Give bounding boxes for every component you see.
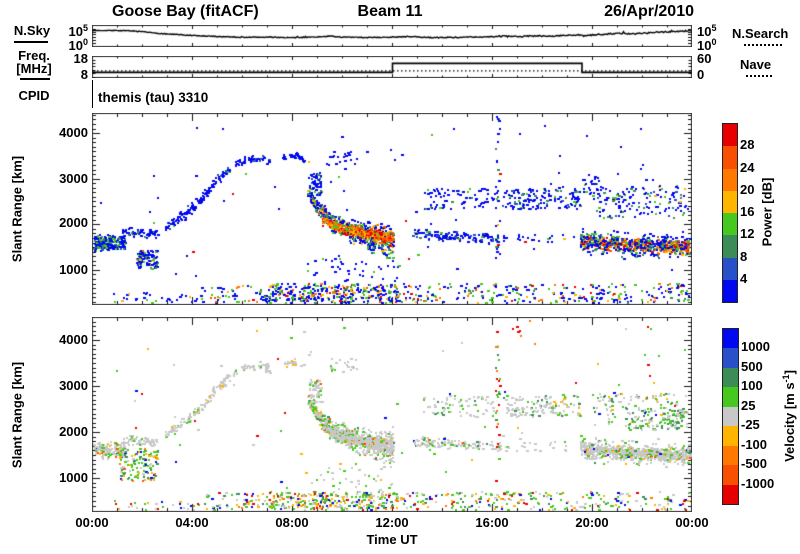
time-tick-0800: 08:00: [275, 515, 309, 530]
power-range-tick-2000: 2000: [59, 215, 88, 230]
velocity-colorbar-title-wrap: Velocity [m s-1]: [779, 328, 799, 503]
date-label: 26/Apr/2010: [604, 3, 694, 20]
velocity-colorbar-segment: [723, 348, 738, 368]
nsearch-axis-top-label: 105: [697, 23, 717, 39]
velocity-colorbar-segment: [723, 426, 738, 446]
power-range-tick-4000: 4000: [59, 125, 88, 140]
power-range-tick-3000: 3000: [59, 171, 88, 186]
cpid-tick-line: [92, 80, 93, 108]
velocity-colorbar-label: 25: [741, 397, 756, 413]
nsky-plot-canvas: [92, 25, 692, 47]
power-colorbar-title-wrap: Power [dB]: [756, 123, 778, 301]
power-colorbar-segment: [723, 279, 737, 302]
velocity-range-tick-1000: 1000: [59, 470, 88, 485]
power-colorbar-label: 16: [740, 204, 755, 219]
velocity-colorbar-segment: [723, 406, 738, 427]
power-colorbar-segment: [723, 257, 737, 280]
power-colorbar: [722, 123, 738, 303]
velocity-colorbar-segment: [723, 387, 738, 407]
nsky-axis-bottom-label: 100: [68, 37, 88, 53]
cpid-label: CPID: [18, 88, 50, 103]
nsky-legend-label: N.Sky: [13, 23, 51, 38]
cpid-value: themis (tau) 3310: [98, 90, 209, 105]
velocity-colorbar-title: Velocity [m s-1]: [781, 369, 797, 462]
velocity-colorbar-segment: [723, 367, 738, 388]
nsky-axis-top-label: 105: [68, 23, 88, 39]
velocity-yaxis-title: Slant Range [km]: [9, 361, 25, 468]
velocity-colorbar-label: 500: [741, 358, 763, 374]
velocity-colorbar-segment: [723, 329, 738, 349]
velocity-colorbar-label: -1000: [741, 475, 775, 491]
nave-axis-top-label: 60: [697, 51, 712, 66]
nave-dotted-line-sample: [746, 75, 772, 77]
power-yaxis-title: Slant Range [km]: [9, 155, 25, 263]
time-tick-2000: 20:00: [575, 515, 609, 530]
power-colorbar-label: 24: [740, 159, 755, 175]
velocity-range-tick-4000: 4000: [59, 332, 88, 347]
nsearch-dotted-line-sample: [744, 44, 782, 46]
power-colorbar-label: 12: [740, 226, 755, 242]
freq-plot-canvas: [92, 56, 692, 78]
power-range-tick-1000: 1000: [59, 262, 88, 277]
power-colorbar-label: 8: [740, 248, 748, 264]
power-colorbar-segment: [723, 235, 737, 258]
power-colorbar-segment: [723, 146, 737, 169]
beam-label: Beam 11: [357, 3, 423, 20]
power-colorbar-segment: [723, 124, 737, 147]
power-plot-canvas: [92, 113, 692, 305]
freq-axis-bottom-label: 8: [80, 67, 88, 82]
power-colorbar-label: 20: [740, 181, 755, 197]
velocity-range-tick-2000: 2000: [59, 424, 88, 439]
page-title: Goose Bay (fitACF): [112, 3, 259, 20]
velocity-plot-canvas: [92, 317, 692, 512]
velocity-colorbar-segment: [723, 484, 738, 504]
time-tick-1200: 12:00: [375, 515, 409, 530]
nave-axis-bottom-label: 0: [697, 67, 705, 82]
nsearch-axis-bottom-label: 100: [697, 37, 717, 53]
time-tick-0000a: 00:00: [75, 515, 109, 530]
nsearch-legend-label: N.Search: [732, 26, 789, 41]
nsky-solid-line-sample: [14, 41, 48, 43]
time-tick-0000b: 00:00: [675, 515, 709, 530]
velocity-colorbar-label: 100: [741, 378, 763, 394]
power-colorbar-label: 28: [740, 137, 755, 153]
velocity-colorbar: [722, 328, 739, 505]
freq-solid-line-sample: [20, 78, 50, 80]
freq-axis-top-label: 18: [73, 51, 88, 66]
power-colorbar-title: Power [dB]: [759, 177, 775, 247]
velocity-colorbar-label: 1000: [741, 339, 770, 355]
velocity-colorbar-label: -500: [741, 456, 768, 472]
velocity-colorbar-segment: [723, 465, 738, 485]
velocity-colorbar-label: -100: [741, 436, 768, 452]
freq-label-line1: Freq.: [18, 48, 50, 63]
power-colorbar-label: 4: [740, 270, 748, 286]
velocity-colorbar-segment: [723, 445, 738, 466]
nave-legend-label: Nave: [740, 57, 772, 72]
power-yaxis-title-wrap: Slant Range [km]: [4, 113, 30, 305]
velocity-yaxis-title-wrap: Slant Range [km]: [4, 317, 30, 512]
time-tick-1600: 16:00: [475, 515, 509, 530]
power-colorbar-segment: [723, 190, 737, 213]
freq-label-line2: [MHz]: [16, 61, 52, 76]
time-axis-title: Time UT: [366, 532, 418, 547]
power-colorbar-segment: [723, 168, 737, 191]
time-tick-0400: 04:00: [175, 515, 209, 530]
velocity-colorbar-label: -25: [741, 417, 760, 433]
velocity-range-tick-3000: 3000: [59, 378, 88, 393]
power-colorbar-segment: [723, 213, 737, 236]
